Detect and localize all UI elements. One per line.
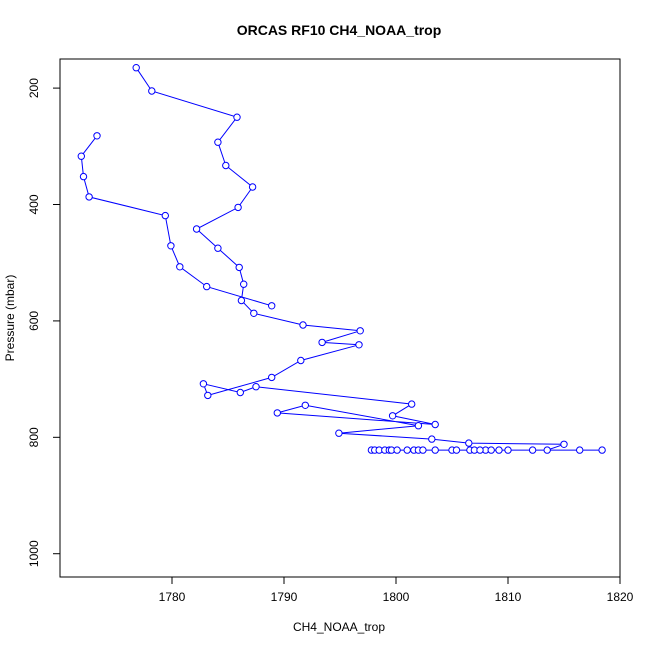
x-axis-label: CH4_NOAA_trop (293, 620, 385, 634)
y-tick-label: 600 (27, 311, 41, 331)
plot-area (77, 64, 606, 454)
data-point (487, 446, 495, 454)
x-tick-label: 1790 (271, 590, 298, 604)
data-point (299, 321, 307, 329)
data-point (192, 225, 201, 233)
x-tick-label: 1820 (607, 590, 634, 604)
plot-frame (59, 58, 621, 578)
data-point (388, 412, 397, 420)
data-point (476, 446, 484, 454)
y-tick-label: 1000 (27, 540, 41, 567)
data-point (240, 280, 248, 288)
x-tick-label: 1800 (383, 590, 410, 604)
data-point (452, 446, 461, 454)
data-point (167, 242, 175, 250)
y-axis: 200 400 600 800 1000 (27, 78, 61, 567)
data-point (252, 383, 260, 391)
data-point (148, 87, 156, 95)
data-point (77, 152, 86, 160)
data-point (419, 446, 427, 454)
data-point (235, 263, 243, 272)
x-axis: 1780 1790 1800 1810 1820 (159, 576, 634, 604)
data-point (318, 338, 326, 347)
data-point (176, 263, 184, 271)
data-point (85, 193, 93, 201)
data-point (214, 138, 222, 146)
data-point (273, 409, 281, 417)
data-point (495, 446, 503, 454)
data-point (297, 356, 305, 365)
data-point (236, 388, 245, 397)
data-point (301, 401, 309, 409)
data-point (237, 296, 246, 305)
data-point (233, 113, 241, 121)
data-point (414, 422, 423, 430)
data-point (161, 211, 170, 220)
x-tick-label: 1810 (495, 590, 522, 604)
data-point (268, 302, 276, 310)
data-point (214, 244, 222, 252)
y-tick-label: 400 (27, 194, 41, 214)
data-point (132, 64, 140, 72)
data-point (428, 435, 436, 443)
data-point (431, 420, 439, 429)
data-point (204, 391, 212, 400)
y-axis-label: Pressure (mbar) (3, 275, 17, 362)
data-point (199, 380, 208, 388)
data-point (250, 309, 258, 317)
data-point (465, 439, 473, 447)
data-point (528, 446, 537, 454)
data-point (79, 172, 88, 181)
data-point (431, 446, 439, 454)
data-point (335, 429, 343, 437)
data-point (93, 132, 101, 140)
data-point (203, 282, 211, 291)
chart-title: ORCAS RF10 CH4_NOAA_trop (237, 22, 442, 38)
data-point (560, 440, 568, 448)
data-point (543, 446, 551, 454)
data-point (356, 327, 364, 335)
y-tick-label: 800 (27, 427, 41, 447)
data-point (504, 446, 512, 454)
y-tick-label: 200 (27, 78, 41, 98)
data-point (403, 446, 411, 454)
data-point (234, 203, 242, 212)
x-tick-label: 1780 (159, 590, 186, 604)
data-point (222, 161, 230, 170)
data-point (598, 446, 606, 454)
data-point (408, 400, 416, 408)
data-point (393, 446, 401, 454)
data-point (576, 446, 584, 454)
data-point (355, 341, 363, 349)
data-point (268, 373, 276, 382)
data-point (248, 183, 257, 191)
